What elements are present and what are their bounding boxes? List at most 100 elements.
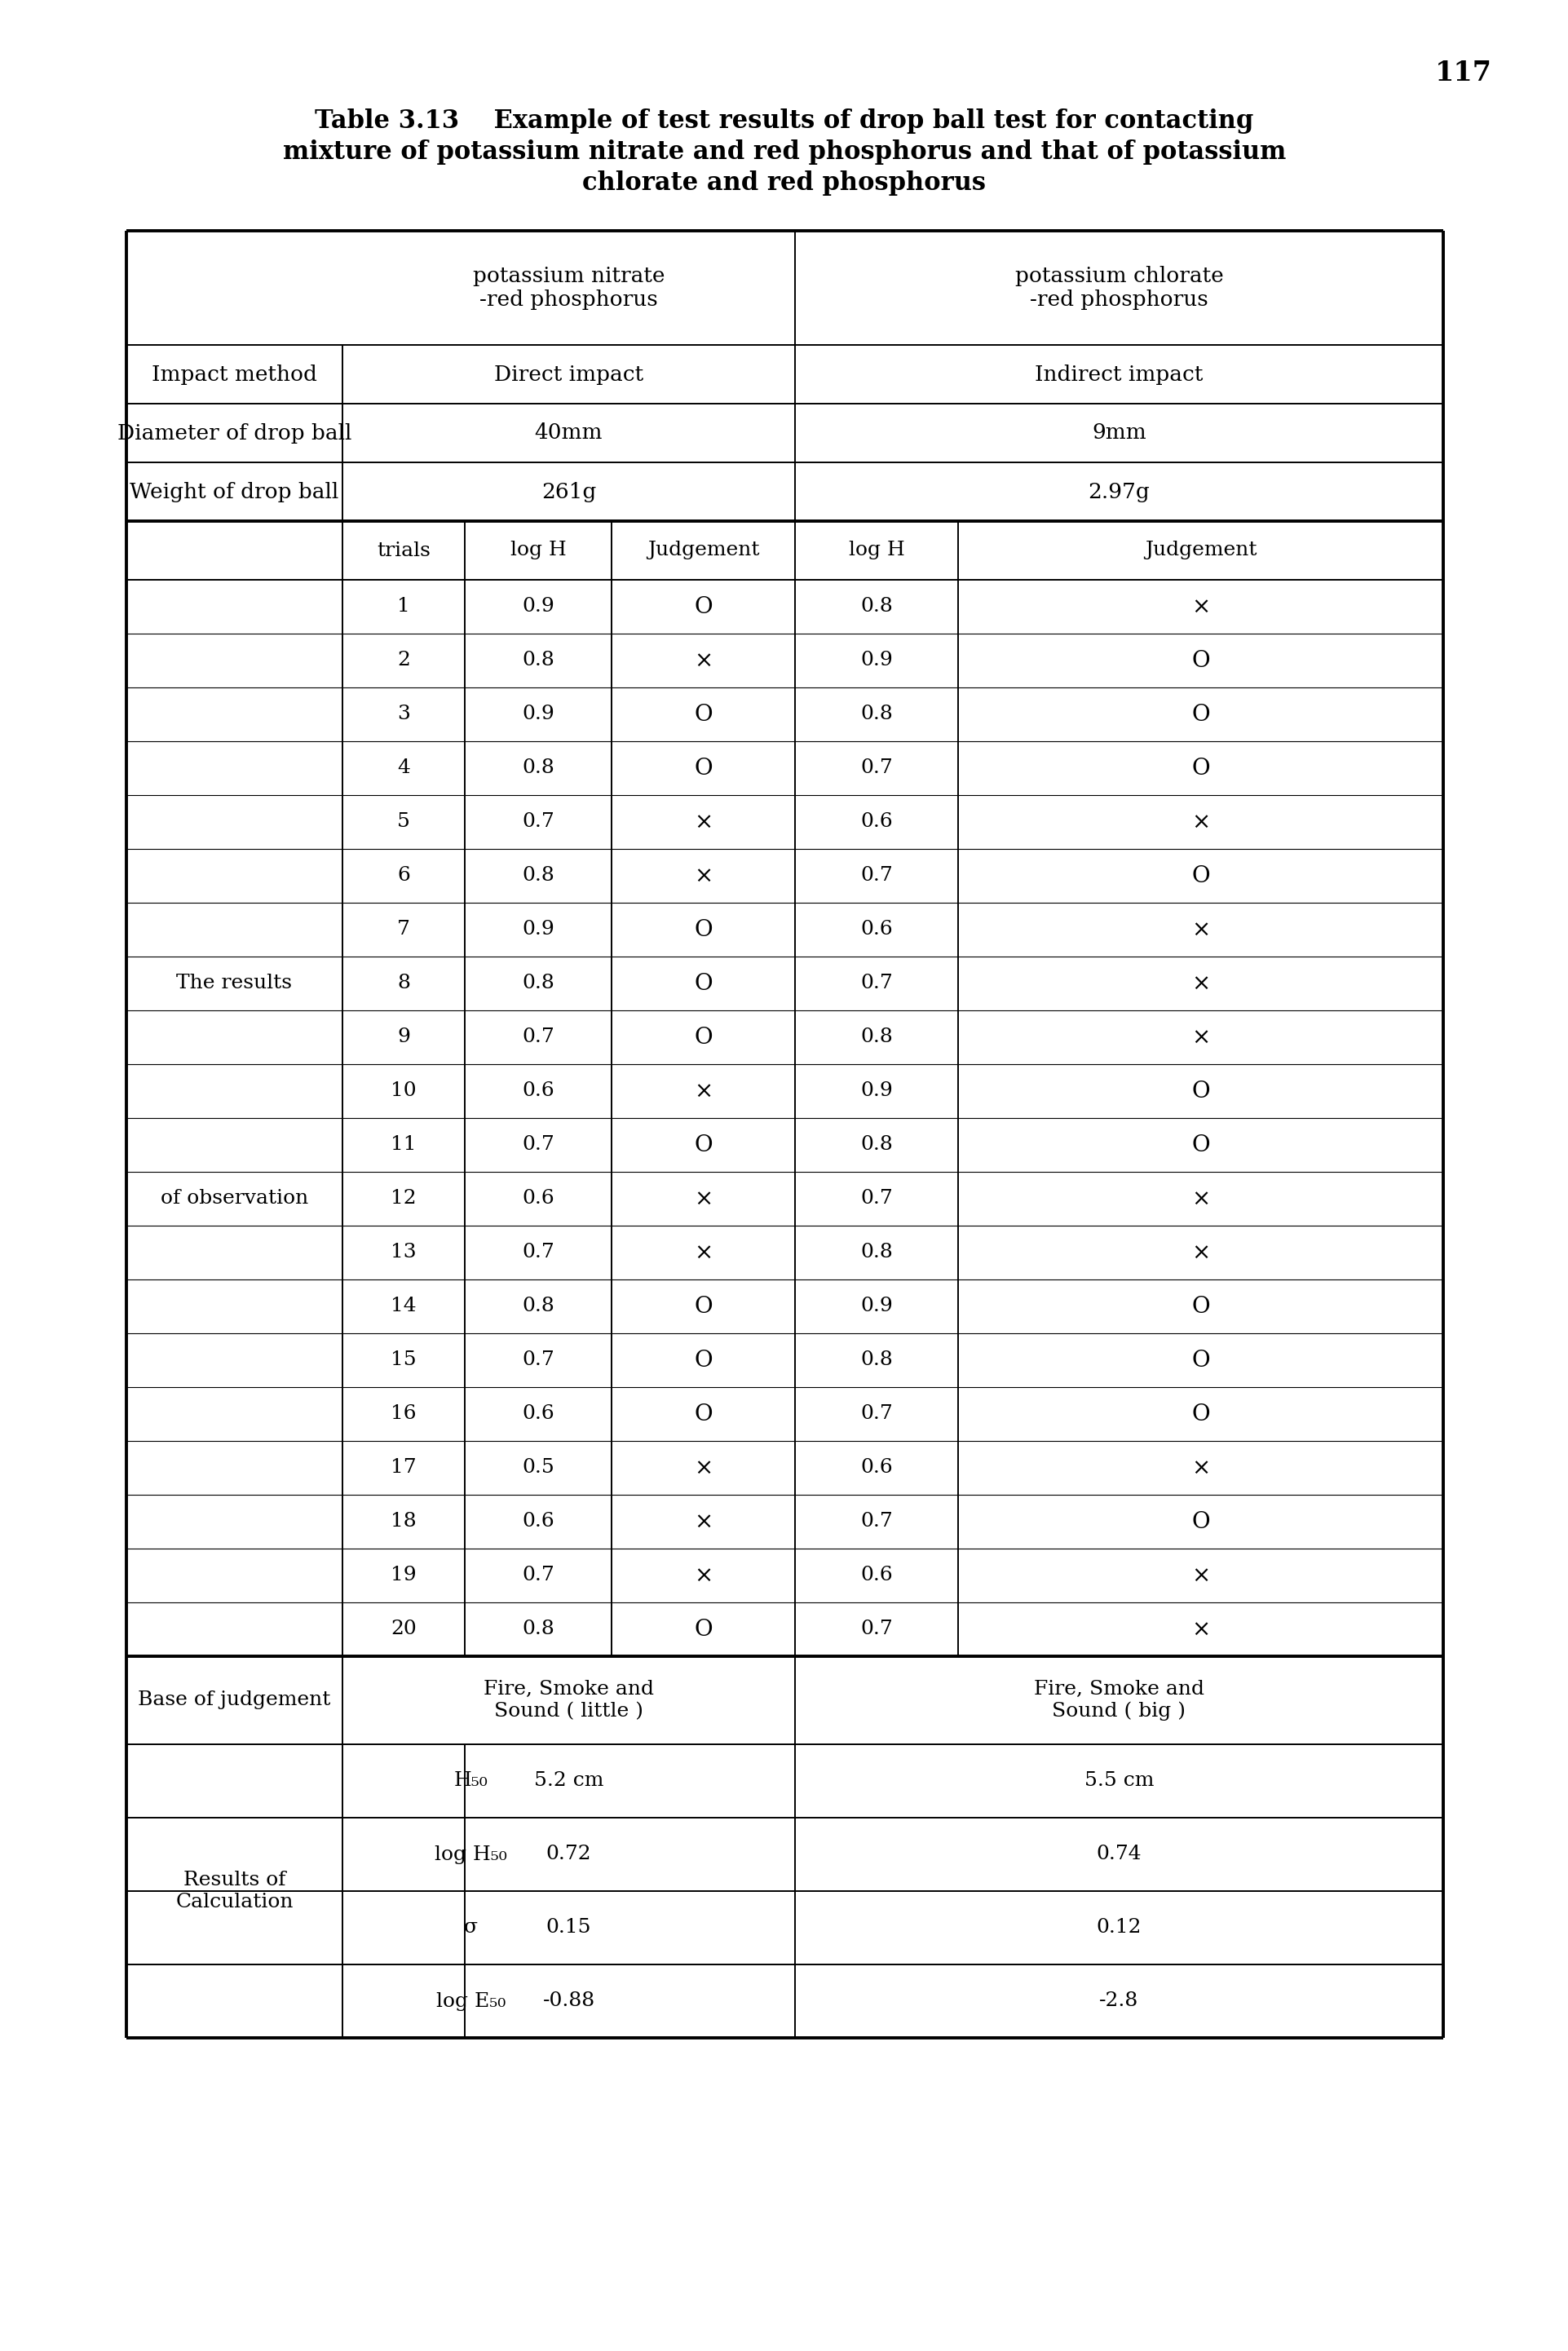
- Text: -2.8: -2.8: [1099, 1991, 1138, 2010]
- Text: 0.6: 0.6: [859, 1458, 892, 1476]
- Text: O: O: [693, 919, 712, 940]
- Text: chlorate and red phosphorus: chlorate and red phosphorus: [582, 169, 986, 195]
- Text: ×: ×: [1190, 595, 1209, 618]
- Text: 0.9: 0.9: [522, 597, 554, 616]
- Text: ×: ×: [1190, 919, 1209, 940]
- Text: 13: 13: [390, 1244, 416, 1262]
- Text: 0.7: 0.7: [522, 1244, 554, 1262]
- Text: 5.2 cm: 5.2 cm: [533, 1773, 604, 1791]
- Text: ×: ×: [1190, 973, 1209, 994]
- Text: 19: 19: [390, 1566, 416, 1585]
- Text: The results: The results: [177, 973, 292, 992]
- Text: O: O: [1190, 865, 1209, 886]
- Text: O: O: [693, 1349, 712, 1371]
- Text: ×: ×: [693, 1458, 712, 1479]
- Text: 0.8: 0.8: [522, 868, 554, 886]
- Text: ×: ×: [1190, 1458, 1209, 1479]
- Text: 9: 9: [397, 1027, 409, 1046]
- Text: Impact method: Impact method: [152, 364, 317, 386]
- Text: O: O: [693, 1295, 712, 1317]
- Text: O: O: [693, 595, 712, 618]
- Text: O: O: [693, 1404, 712, 1425]
- Text: 0.8: 0.8: [859, 1136, 892, 1154]
- Text: Judgement: Judgement: [648, 541, 759, 560]
- Text: 0.12: 0.12: [1096, 1918, 1142, 1937]
- Text: Table 3.13    Example of test results of drop ball test for contacting: Table 3.13 Example of test results of dr…: [315, 108, 1253, 134]
- Text: 7: 7: [397, 919, 409, 938]
- Text: O: O: [693, 1133, 712, 1157]
- Text: ×: ×: [693, 1512, 712, 1533]
- Text: 0.6: 0.6: [859, 1566, 892, 1585]
- Text: ×: ×: [1190, 1617, 1209, 1641]
- Text: 117: 117: [1435, 59, 1491, 87]
- Text: 1: 1: [397, 597, 409, 616]
- Text: 0.8: 0.8: [522, 973, 554, 992]
- Text: O: O: [1190, 1295, 1209, 1317]
- Text: ×: ×: [693, 865, 712, 886]
- Text: Judgement: Judgement: [1145, 541, 1256, 560]
- Text: 5: 5: [397, 813, 409, 832]
- Text: 0.6: 0.6: [522, 1081, 554, 1100]
- Text: 0.8: 0.8: [859, 1352, 892, 1371]
- Text: O: O: [1190, 1079, 1209, 1103]
- Text: ×: ×: [1190, 1187, 1209, 1211]
- Text: Indirect impact: Indirect impact: [1035, 364, 1203, 386]
- Text: O: O: [693, 973, 712, 994]
- Text: σ: σ: [464, 1918, 478, 1937]
- Text: 8: 8: [397, 973, 409, 992]
- Text: 2.97g: 2.97g: [1088, 482, 1149, 501]
- Text: Results of
Calculation: Results of Calculation: [176, 1871, 293, 1911]
- Text: O: O: [1190, 1404, 1209, 1425]
- Text: 0.6: 0.6: [859, 919, 892, 938]
- Text: 0.8: 0.8: [859, 597, 892, 616]
- Text: 261g: 261g: [541, 482, 596, 501]
- Text: 0.8: 0.8: [859, 1027, 892, 1046]
- Text: ×: ×: [693, 811, 712, 832]
- Text: 20: 20: [390, 1620, 417, 1639]
- Text: 0.7: 0.7: [522, 1566, 554, 1585]
- Text: potassium nitrate
-red phosphorus: potassium nitrate -red phosphorus: [472, 266, 665, 310]
- Text: 2: 2: [397, 651, 409, 670]
- Text: 0.8: 0.8: [522, 1298, 554, 1317]
- Text: Fire, Smoke and
Sound ( little ): Fire, Smoke and Sound ( little ): [483, 1681, 654, 1721]
- Text: 0.8: 0.8: [522, 651, 554, 670]
- Text: 0.6: 0.6: [859, 813, 892, 832]
- Text: 6: 6: [397, 868, 409, 886]
- Text: ×: ×: [1190, 811, 1209, 832]
- Text: ×: ×: [1190, 1027, 1209, 1049]
- Text: Direct impact: Direct impact: [494, 364, 643, 386]
- Text: H₅₀: H₅₀: [453, 1773, 488, 1791]
- Text: 11: 11: [390, 1136, 416, 1154]
- Text: ×: ×: [693, 1563, 712, 1587]
- Text: 0.7: 0.7: [522, 1027, 554, 1046]
- Text: log H: log H: [510, 541, 566, 560]
- Text: ×: ×: [693, 1241, 712, 1262]
- Text: 14: 14: [390, 1298, 416, 1317]
- Text: log H₅₀: log H₅₀: [434, 1846, 506, 1864]
- Text: 5.5 cm: 5.5 cm: [1083, 1773, 1154, 1791]
- Text: ×: ×: [1190, 1563, 1209, 1587]
- Text: 0.72: 0.72: [546, 1846, 591, 1864]
- Text: 18: 18: [390, 1512, 416, 1531]
- Text: 0.7: 0.7: [859, 868, 892, 886]
- Text: 0.9: 0.9: [859, 1081, 892, 1100]
- Text: 0.7: 0.7: [522, 813, 554, 832]
- Text: 0.9: 0.9: [859, 651, 892, 670]
- Text: Fire, Smoke and
Sound ( big ): Fire, Smoke and Sound ( big ): [1033, 1679, 1204, 1721]
- Text: 10: 10: [390, 1081, 416, 1100]
- Text: O: O: [1190, 703, 1209, 726]
- Text: of observation: of observation: [160, 1190, 309, 1208]
- Text: 0.74: 0.74: [1096, 1846, 1142, 1864]
- Text: 17: 17: [390, 1458, 416, 1476]
- Text: log E₅₀: log E₅₀: [436, 1991, 505, 2010]
- Text: 15: 15: [390, 1352, 416, 1371]
- Text: 0.7: 0.7: [859, 1190, 892, 1208]
- Text: 4: 4: [397, 759, 409, 778]
- Text: -0.88: -0.88: [543, 1991, 594, 2010]
- Text: 0.6: 0.6: [522, 1404, 554, 1422]
- Text: O: O: [1190, 757, 1209, 778]
- Text: 0.9: 0.9: [522, 919, 554, 938]
- Text: ×: ×: [693, 1187, 712, 1211]
- Text: 0.8: 0.8: [859, 705, 892, 724]
- Text: 0.5: 0.5: [522, 1458, 554, 1476]
